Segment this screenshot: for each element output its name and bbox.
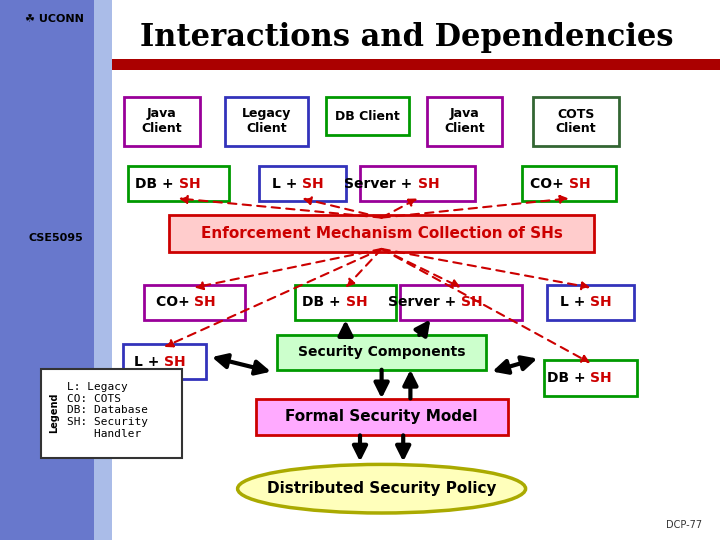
FancyBboxPatch shape — [325, 97, 409, 135]
Text: Java
Client: Java Client — [142, 107, 182, 136]
Text: DCP-77: DCP-77 — [666, 520, 702, 530]
Text: DB +: DB + — [135, 177, 179, 191]
Text: L +: L + — [134, 355, 164, 369]
FancyBboxPatch shape — [225, 97, 308, 146]
FancyBboxPatch shape — [533, 97, 619, 146]
Text: Interactions and Dependencies: Interactions and Dependencies — [140, 22, 673, 53]
Text: Formal Security Model: Formal Security Model — [285, 409, 478, 424]
FancyBboxPatch shape — [295, 285, 396, 320]
Text: SH: SH — [569, 177, 590, 191]
Bar — [112, 59, 720, 70]
Text: L +: L + — [272, 177, 302, 191]
Text: COTS
Client: COTS Client — [556, 107, 596, 136]
Text: SH: SH — [194, 295, 216, 309]
Text: Legend: Legend — [49, 393, 58, 433]
Text: SH: SH — [302, 177, 324, 191]
Text: CSE5095: CSE5095 — [28, 233, 83, 242]
Bar — [0, 0, 112, 540]
Text: SH: SH — [179, 177, 200, 191]
FancyBboxPatch shape — [522, 166, 616, 201]
Text: SH: SH — [164, 355, 186, 369]
Text: SH: SH — [461, 295, 482, 309]
FancyBboxPatch shape — [360, 166, 475, 201]
FancyBboxPatch shape — [259, 166, 346, 201]
FancyBboxPatch shape — [144, 285, 245, 320]
FancyBboxPatch shape — [256, 399, 508, 435]
FancyBboxPatch shape — [169, 215, 594, 252]
Text: Server +: Server + — [344, 177, 418, 191]
Text: ☘ UCONN: ☘ UCONN — [25, 14, 84, 24]
Text: L: Legacy
CO: COTS
DB: Database
SH: Security
    Handler: L: Legacy CO: COTS DB: Database SH: Secu… — [66, 382, 148, 438]
FancyBboxPatch shape — [128, 166, 229, 201]
Ellipse shape — [238, 464, 526, 513]
FancyBboxPatch shape — [42, 368, 181, 458]
Text: SH: SH — [590, 295, 612, 309]
Text: Security Components: Security Components — [298, 345, 465, 359]
Text: Java
Client: Java Client — [444, 107, 485, 136]
FancyBboxPatch shape — [547, 285, 634, 320]
Text: DB +: DB + — [302, 295, 346, 309]
Text: Server +: Server + — [387, 295, 461, 309]
Text: Distributed Security Policy: Distributed Security Policy — [267, 481, 496, 496]
Text: Enforcement Mechanism Collection of SHs: Enforcement Mechanism Collection of SHs — [201, 226, 562, 241]
Text: CO+: CO+ — [156, 295, 194, 309]
Bar — [94, 0, 112, 540]
Text: DB Client: DB Client — [335, 110, 400, 123]
FancyBboxPatch shape — [426, 97, 503, 146]
FancyBboxPatch shape — [544, 361, 637, 395]
Text: SH: SH — [418, 177, 439, 191]
Text: CO+: CO+ — [530, 177, 569, 191]
FancyBboxPatch shape — [124, 97, 199, 146]
FancyBboxPatch shape — [277, 335, 486, 370]
FancyBboxPatch shape — [400, 285, 522, 320]
Text: SH: SH — [590, 371, 612, 385]
Text: DB +: DB + — [547, 371, 590, 385]
Text: L +: L + — [560, 295, 590, 309]
FancyBboxPatch shape — [122, 345, 206, 379]
Text: SH: SH — [346, 295, 367, 309]
Text: Legacy
Client: Legacy Client — [242, 107, 291, 136]
